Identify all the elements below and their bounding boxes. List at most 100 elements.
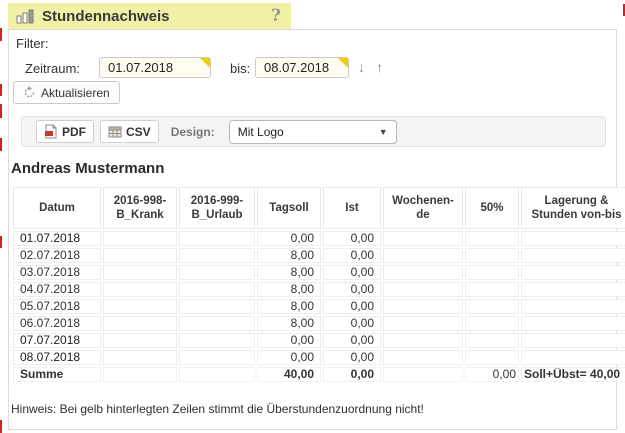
cell-50 — [465, 282, 519, 297]
table-row: 05.07.2018 8,00 0,00 — [13, 299, 625, 314]
cell-urlaub — [179, 248, 255, 263]
cell-lagerung — [521, 316, 625, 331]
cut-mark — [0, 138, 2, 151]
pdf-icon — [44, 124, 58, 139]
cell-datum: 02.07.2018 — [13, 248, 101, 263]
col-header-datum: Datum — [13, 187, 101, 229]
cell-50 — [465, 350, 519, 365]
cell-datum: 04.07.2018 — [13, 282, 101, 297]
refresh-icon — [23, 86, 36, 99]
table-row: 03.07.2018 8,00 0,00 — [13, 265, 625, 280]
cell-tagsoll: 0,00 — [257, 231, 321, 246]
cut-mark — [0, 236, 2, 248]
summary-ist: 0,00 — [323, 367, 381, 382]
csv-export-button[interactable]: CSV — [100, 120, 159, 143]
cell-tagsoll: 8,00 — [257, 265, 321, 280]
cell-wochenende — [383, 333, 463, 348]
cell-50 — [465, 299, 519, 314]
table-row: 07.07.2018 0,00 0,00 — [13, 333, 625, 348]
cell-urlaub — [179, 316, 255, 331]
cell-wochenende — [383, 231, 463, 246]
cell-urlaub — [179, 333, 255, 348]
bis-label: bis: — [230, 61, 251, 76]
cell-krank — [103, 367, 177, 382]
cell-ist: 0,00 — [323, 231, 381, 246]
cell-ist: 0,00 — [323, 316, 381, 331]
cut-mark — [0, 84, 2, 96]
cell-ist: 0,00 — [323, 265, 381, 280]
cell-lagerung — [521, 265, 625, 280]
cell-wochenende — [383, 350, 463, 365]
cell-tagsoll: 0,00 — [257, 333, 321, 348]
design-select-value: Mit Logo — [237, 124, 284, 139]
cell-lagerung — [521, 231, 625, 246]
refresh-button-label: Aktualisieren — [41, 85, 110, 100]
filter-section-label: Filter: — [16, 36, 49, 51]
col-header-urlaub: 2016-999-B_Urlaub — [179, 187, 255, 229]
arrow-down-icon[interactable]: ↓ — [358, 59, 365, 75]
cell-wochenende — [383, 299, 463, 314]
table-row: 01.07.2018 0,00 0,00 — [13, 231, 625, 246]
cell-krank — [103, 248, 177, 263]
cut-mark — [0, 420, 2, 433]
pdf-export-button[interactable]: PDF — [36, 120, 94, 143]
cell-tagsoll: 8,00 — [257, 316, 321, 331]
hint-text: Hinweis: Bei gelb hinterlegten Zeilen st… — [11, 402, 424, 416]
date-to-input[interactable] — [255, 57, 349, 78]
cell-krank — [103, 333, 177, 348]
cell-krank — [103, 299, 177, 314]
cell-ist: 0,00 — [323, 333, 381, 348]
pdf-button-label: PDF — [62, 124, 86, 139]
cell-50 — [465, 231, 519, 246]
table-row: 08.07.2018 0,00 0,00 — [13, 350, 625, 365]
date-to-wrap — [255, 57, 349, 78]
page-title: Stundennachweis — [42, 7, 170, 25]
zeitraum-label: Zeitraum: — [25, 61, 80, 76]
cell-tagsoll: 8,00 — [257, 299, 321, 314]
cell-krank — [103, 350, 177, 365]
csv-icon — [108, 125, 122, 139]
cell-krank — [103, 282, 177, 297]
summary-tagsoll: 40,00 — [257, 367, 321, 382]
table-row: 06.07.2018 8,00 0,00 — [13, 316, 625, 331]
cell-ist: 0,00 — [323, 299, 381, 314]
date-from-wrap — [99, 57, 211, 78]
arrow-up-icon[interactable]: ↑ — [376, 59, 383, 75]
cell-urlaub — [179, 265, 255, 280]
cell-tagsoll: 0,00 — [257, 350, 321, 365]
cell-datum: 03.07.2018 — [13, 265, 101, 280]
cell-50 — [465, 316, 519, 331]
cell-urlaub — [179, 282, 255, 297]
col-header-ist: Ist — [323, 187, 381, 229]
refresh-button[interactable]: Aktualisieren — [13, 81, 120, 104]
cell-datum: 08.07.2018 — [13, 350, 101, 365]
col-header-wochenende: Wochenen-de — [383, 187, 463, 229]
cut-mark — [0, 104, 2, 118]
timesheet-table: Datum 2016-998-B_Krank 2016-999-B_Urlaub… — [11, 185, 625, 384]
cell-urlaub — [179, 367, 255, 382]
table-header-row: Datum 2016-998-B_Krank 2016-999-B_Urlaub… — [13, 187, 625, 229]
employee-name: Andreas Mustermann — [11, 160, 165, 177]
cell-wochenende — [383, 265, 463, 280]
summary-soll-uebst: Soll+Übst= 40,00 — [521, 367, 625, 382]
summary-50: 0,00 — [465, 367, 519, 382]
cell-ist: 0,00 — [323, 248, 381, 263]
cell-50 — [465, 333, 519, 348]
title-bar: Stundennachweis ? — [8, 3, 291, 29]
cell-krank — [103, 265, 177, 280]
col-header-50: 50% — [465, 187, 519, 229]
cell-wochenende — [383, 282, 463, 297]
cut-mark — [0, 28, 2, 41]
cell-datum: 01.07.2018 — [13, 231, 101, 246]
cell-lagerung — [521, 248, 625, 263]
help-icon[interactable]: ? — [271, 6, 281, 26]
design-select[interactable]: Mit Logo ▼ — [228, 119, 397, 144]
date-from-input[interactable] — [99, 57, 211, 78]
export-toolbar: PDF CSV Design: Mit Logo ▼ — [21, 116, 606, 147]
cell-tagsoll: 8,00 — [257, 248, 321, 263]
cell-wochenende — [383, 248, 463, 263]
cell-lagerung — [521, 333, 625, 348]
cell-urlaub — [179, 299, 255, 314]
cell-urlaub — [179, 350, 255, 365]
cell-datum: 06.07.2018 — [13, 316, 101, 331]
